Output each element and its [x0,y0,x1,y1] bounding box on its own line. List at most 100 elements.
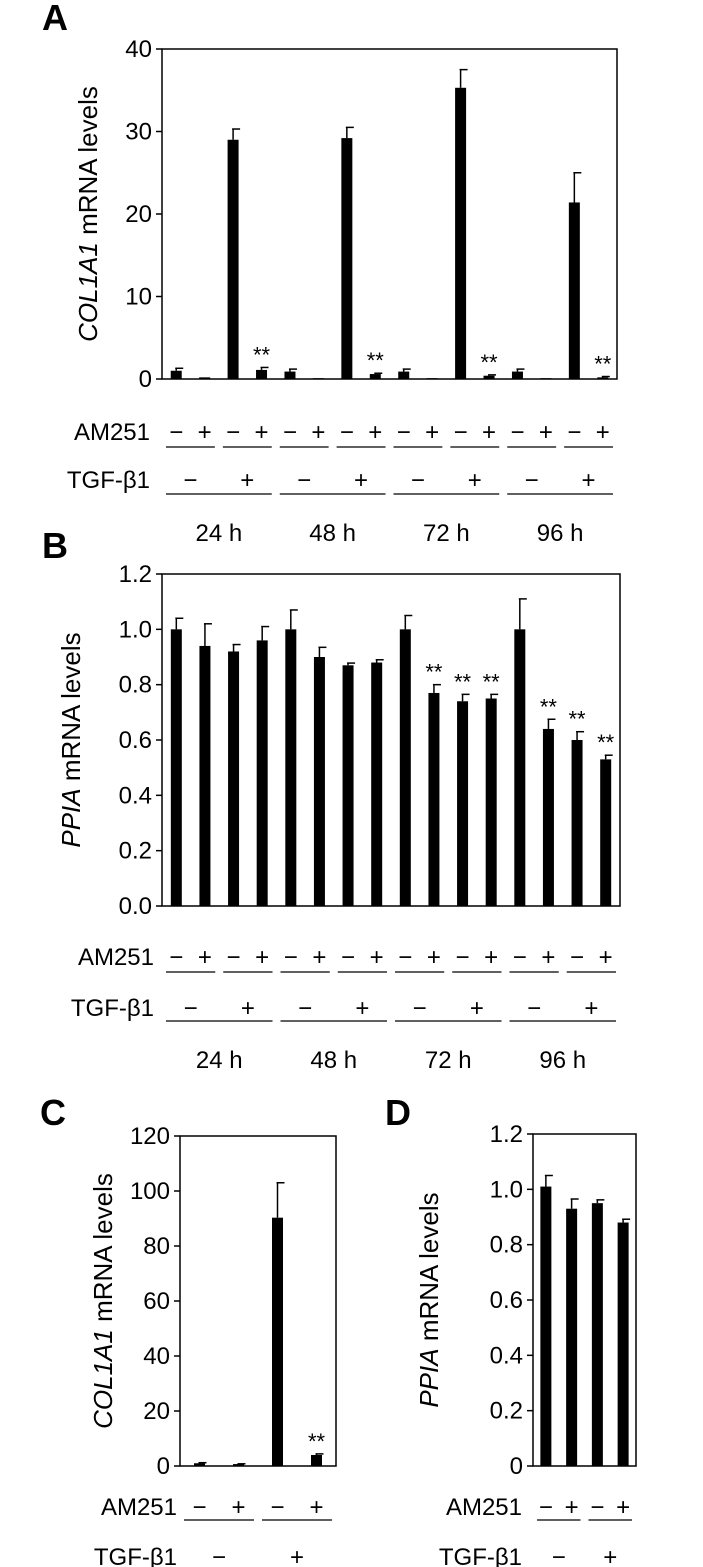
y-tick-label: 0.8 [490,1232,523,1259]
y-axis-label: PPIA mRNA levels [414,1192,444,1407]
am251-sign: − [169,419,183,446]
bar [285,629,297,906]
bar [371,662,383,906]
am251-sign: + [539,419,553,446]
bar [170,370,182,379]
am251-sign: − [398,944,412,971]
am251-sign: + [370,944,384,971]
y-tick-label: 40 [143,1343,170,1370]
tgf-sign: + [355,995,369,1022]
am251-sign: − [192,1494,206,1521]
time-label: 24 h [196,520,243,547]
y-axis-label-gene: COL1A1 [73,242,103,342]
am251-sign: + [565,1494,579,1521]
tgf-sign: + [290,1544,304,1567]
y-axis-label: COL1A1 mRNA levels [73,86,103,342]
y-tick-label: 0.4 [119,782,152,809]
tgf-label: TGF-β1 [67,467,150,494]
bar [398,371,410,379]
chart-panel-d: D 0 0.2 0.4 0.6 0.8 1.0 1.2 PPIA mRNA levels AM25… [385,1092,637,1567]
y-tick-label: 0.0 [119,893,152,920]
tgf-sign: − [411,467,425,494]
significance-label: ** [308,1429,326,1454]
chart-panel-b: B 0.0 0.2 0.4 0.6 0.8 1.0 1.2 PPIA mRNA levels **… [42,525,621,1074]
y-tick-label: 0.4 [490,1342,523,1369]
bar [457,701,469,906]
y-tick-label: 0 [157,1453,170,1480]
bar [272,1217,283,1466]
y-tick-label: 1.0 [119,616,152,643]
am251-label: AM251 [78,944,154,971]
am251-sign: − [397,419,411,446]
chart-panel-a: A 0 10 20 30 40 COL1A1 mRNA levels ** ** ** ** AM25… [42,0,618,547]
bar [591,1203,603,1466]
y-tick-label: 0.6 [119,727,152,754]
y-tick-label: 30 [125,119,152,146]
bar [256,369,268,379]
tgf-sign: + [584,995,598,1022]
y-tick-label: 20 [143,1398,170,1425]
am251-sign: + [484,944,498,971]
am251-sign: − [270,1494,284,1521]
y-axis-label-unit: mRNA levels [88,1173,118,1329]
time-label: 72 h [425,1047,472,1074]
significance-label: ** [253,342,271,367]
bar [455,87,467,380]
panel-letter: D [385,1092,411,1133]
y-axis-label-gene: COL1A1 [88,1329,118,1429]
bar [597,377,609,379]
y-tick-label: 1.2 [490,1121,523,1148]
y-axis-label-unit: mRNA levels [56,632,86,788]
bar [342,665,354,906]
am251-label: AM251 [101,1494,177,1521]
am251-sign: + [482,419,496,446]
am251-sign: − [510,419,524,446]
am251-sign: + [255,944,269,971]
y-tick-label: 1.0 [490,1176,523,1203]
bar [568,202,580,379]
tgf-sign: − [552,1544,566,1567]
tgf-sign: + [240,467,254,494]
bar [428,692,440,906]
bar [194,1463,205,1466]
bar [256,640,268,906]
bar [511,371,523,379]
bar [312,378,324,379]
significance-label: ** [540,694,558,719]
y-tick-label: 0.2 [119,838,152,865]
bar [540,378,552,379]
y-axis-label-unit: mRNA levels [414,1192,444,1348]
significance-label: ** [569,707,587,732]
am251-sign: + [427,944,441,971]
y-tick-label: 0.8 [119,672,152,699]
am251-sign: − [284,944,298,971]
bar [485,698,497,906]
bar [311,1455,322,1466]
tgf-sign: − [525,467,539,494]
tgf-sign: + [470,995,484,1022]
y-tick-label: 60 [143,1288,170,1315]
y-tick-label: 20 [125,201,152,228]
bar [566,1208,578,1466]
panel-letter: B [42,525,68,566]
y-axis-label: PPIA mRNA levels [56,632,86,847]
am251-sign: − [456,944,470,971]
tgf-sign: − [184,995,198,1022]
y-tick-label: 40 [125,36,152,63]
significance-label: ** [597,730,615,755]
time-label: 48 h [309,520,356,547]
bar [341,138,353,379]
bar [313,657,325,906]
y-tick-label: 100 [130,1178,170,1205]
chart-panel-c: C 0 20 40 60 80 100 120 COL1A1 mRNA levels ** AM25… [40,1092,337,1567]
bar [426,378,438,379]
bar [571,740,583,906]
am251-sign: + [309,1494,323,1521]
time-label: 72 h [423,520,470,547]
bar [199,377,211,379]
y-tick-label: 0 [139,366,152,393]
bar [170,629,182,906]
time-label: 48 h [310,1047,357,1074]
am251-sign: + [255,419,269,446]
